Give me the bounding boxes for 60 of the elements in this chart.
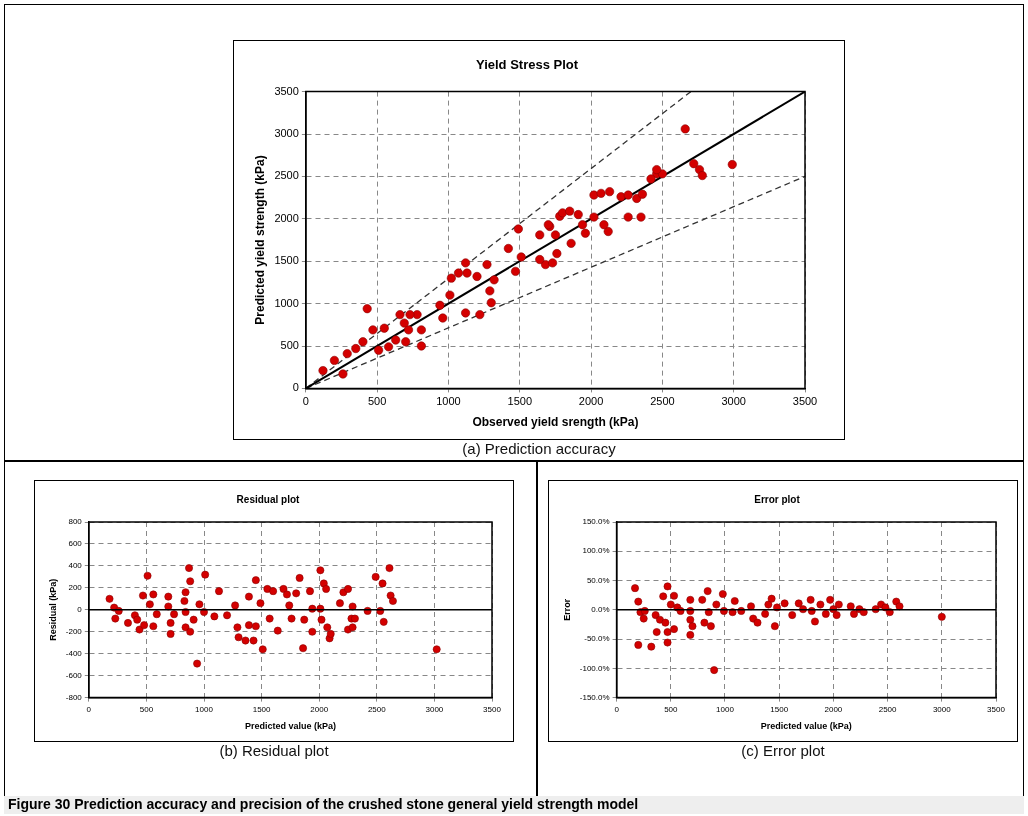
y-tick-label: -150.0% (579, 692, 610, 702)
y-axis-title: Residual (kPa) (47, 578, 58, 641)
y-tick-label: -400 (65, 648, 83, 658)
x-tick-label: 3000 (425, 704, 444, 714)
x-tick-label: 3500 (483, 704, 502, 714)
y-tick-label: 2000 (274, 211, 299, 224)
y-axis-title: Error (561, 598, 572, 621)
x-tick-label: 1500 (507, 395, 533, 408)
y-tick-label: 150.0% (582, 517, 610, 527)
y-tick-label: 800 (68, 517, 83, 527)
x-tick-label: 500 (368, 395, 387, 408)
caption: Figure 30 Prediction accuracy and precision of the crushed stone general yield strength model (4, 796, 1024, 814)
y-tick-label: 0 (292, 381, 299, 394)
y-tick-label: -800 (65, 692, 83, 702)
y-tick-label: 3000 (274, 127, 299, 140)
y-axis-title: Predicted yield strength (kPa) (252, 155, 267, 325)
y-tick-label: -600 (65, 670, 83, 680)
text: (a) Prediction accuracy (461, 440, 617, 457)
x-tick-label: 2500 (650, 395, 675, 408)
x-tick-label: 1500 (252, 704, 272, 714)
text: (b) Residual plot (218, 742, 330, 759)
y-tick-label: -50.0% (584, 634, 610, 644)
x-axis-title: Observed yield srength (kPa) (472, 415, 639, 430)
y-tick-label: -200 (65, 626, 83, 636)
y-tick-label: 1000 (274, 296, 299, 309)
x-tick-label: 0 (302, 395, 309, 408)
y-tick-label: 0 (77, 605, 83, 614)
y-tick-label: 1500 (274, 254, 299, 267)
x-tick-label: 3000 (932, 704, 952, 714)
x-tick-label: 3500 (987, 704, 1006, 714)
chart-title: Residual plot (236, 493, 301, 505)
x-axis-title: Predicted value (kPa) (760, 721, 852, 732)
x-tick-label: 2500 (367, 704, 387, 714)
x-tick-label: 2000 (824, 704, 843, 714)
y-tick-label: -100.0% (579, 663, 610, 673)
x-tick-label: 3000 (721, 395, 746, 408)
y-tick-label: 2500 (274, 169, 299, 182)
y-tick-label: 400 (68, 561, 83, 571)
y-tick-label: 600 (68, 539, 83, 549)
x-tick-label: 1000 (195, 704, 214, 714)
x-tick-label: 500 (139, 704, 154, 714)
x-tick-label: 2000 (310, 704, 329, 714)
x-tick-label: 1000 (716, 704, 735, 714)
x-tick-label: 500 (664, 704, 679, 714)
y-tick-label: 500 (280, 339, 299, 352)
x-tick-label: 0 (86, 704, 92, 714)
x-tick-label: 1500 (770, 704, 789, 714)
x-tick-label: 1000 (436, 395, 461, 408)
y-tick-label: 50.0% (586, 575, 610, 585)
y-tick-label: 0.0% (591, 605, 610, 614)
x-tick-label: 3500 (792, 395, 818, 408)
y-tick-label: 3500 (274, 84, 299, 97)
chart-title: Error plot (754, 493, 801, 505)
x-axis-title: Predicted value (kPa) (244, 721, 336, 732)
x-tick-label: 0 (614, 704, 620, 714)
text: (c) Error plot (740, 742, 826, 759)
y-tick-label: 200 (68, 583, 83, 593)
y-tick-label: 100.0% (582, 546, 610, 556)
x-tick-label: 2500 (878, 704, 898, 714)
chart-title: Yield Stress Plot (475, 57, 579, 73)
